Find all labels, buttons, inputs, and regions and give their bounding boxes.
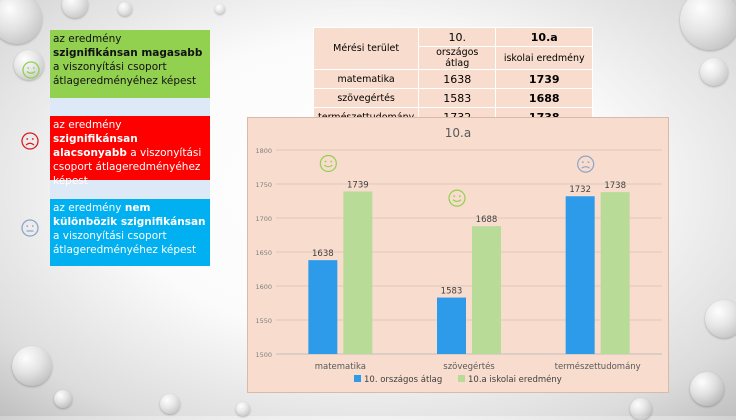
- x-tick-label: szövegértés: [443, 361, 495, 372]
- table-cell-national: 1583: [418, 88, 497, 108]
- water-drop: [62, 0, 88, 18]
- table-header-area: Mérési terület: [312, 27, 420, 70]
- y-tick-label: 1600: [255, 283, 272, 291]
- chart-title: 10.a: [445, 126, 471, 140]
- y-tick-label: 1800: [255, 147, 272, 155]
- legend-spacer: [50, 98, 210, 116]
- smiley-happy-icon-mouth: [323, 164, 333, 168]
- smiley-neutral-icon: [21, 219, 39, 237]
- water-drop: [54, 390, 72, 408]
- bar-chart: 10.a 1500 1550 1600 1650 1700 1750 1800 1638 1739…: [247, 117, 669, 393]
- bar-national: [308, 260, 338, 354]
- smiley-happy-icon-eye: [458, 195, 461, 198]
- legend-text: a viszonyítási csoport átlageredményéhez…: [53, 147, 202, 187]
- table-row: matematika 1638 1739: [312, 69, 594, 89]
- y-tick-label: 1750: [255, 181, 272, 189]
- smiley-happy-icon-eye: [324, 160, 327, 163]
- table-cell-school: 1739: [495, 69, 594, 89]
- data-label: 1583: [441, 287, 463, 297]
- smiley-neutral-icon-mouth: [581, 166, 590, 169]
- table-header-school-line2: iskolai eredmény: [495, 46, 594, 70]
- water-drop: [680, 0, 736, 50]
- legend-significantly-lower: az eredmény szignifikánsan alacsonyabb a…: [50, 116, 210, 187]
- table-row-label: matematika: [312, 69, 420, 89]
- water-drop: [236, 402, 250, 416]
- data-label: 1738: [604, 181, 626, 191]
- water-drop: [690, 372, 724, 406]
- legend-not-different: az eredmény nem különbözik szignifikánsa…: [50, 199, 210, 266]
- data-label: 1739: [347, 180, 369, 190]
- y-tick-label: 1550: [255, 317, 272, 325]
- bar-school: [472, 226, 501, 354]
- water-drop: [700, 58, 728, 86]
- legend-swatch: [354, 375, 361, 382]
- x-tick-label: matematika: [315, 362, 366, 372]
- table-header-national-line2: országos átlag: [418, 46, 497, 70]
- data-label: 1732: [569, 185, 591, 195]
- smiley-happy-icon-eye: [453, 195, 456, 198]
- table-header-national-line1: 10.: [418, 27, 497, 47]
- legend-bold-text: szignifikánsan alacsonyabb: [53, 133, 138, 159]
- y-tick-label: 1700: [255, 215, 272, 223]
- legend-label: 10.a iskolai eredmény: [468, 374, 562, 385]
- results-table: Mérési terület 10. 10.a országos átlag i…: [312, 27, 594, 127]
- smiley-neutral-icon: [577, 155, 595, 173]
- smiley-sad-icon: [21, 132, 39, 150]
- water-drop: [160, 394, 180, 414]
- bar-school: [600, 192, 630, 354]
- water-drop: [215, 4, 225, 14]
- x-tick-label: természettudomány: [555, 361, 641, 372]
- water-drop: [0, 0, 42, 44]
- chart-canvas: 10.a 1500 1550 1600 1650 1700 1750 1800 1638 1739…: [255, 126, 662, 385]
- table-cell-school: 1688: [495, 88, 594, 108]
- legend-significantly-higher: az eredmény szignifikánsan magasabb a vi…: [50, 30, 210, 98]
- table-cell-national: 1638: [418, 69, 497, 89]
- smiley-neutral-icon-eye: [587, 161, 590, 164]
- legend-text: az eredmény: [53, 33, 122, 45]
- legend-bold-text: szignifikánsan magasabb: [53, 47, 203, 59]
- legend-swatch: [458, 375, 465, 382]
- table-row-label: szövegértés: [312, 88, 420, 108]
- legend-text: a viszonyítási csoport átlageredményéhez…: [53, 230, 197, 256]
- water-drop: [630, 398, 652, 420]
- water-drop: [118, 2, 132, 16]
- table-header-school-line1: 10.a: [495, 27, 594, 47]
- water-drop: [12, 346, 52, 386]
- smiley-happy-icon-eye: [330, 160, 333, 163]
- smiley-happy-icon: [448, 189, 466, 207]
- bar-school: [343, 191, 373, 354]
- smiley-happy-icon-mouth: [452, 199, 462, 202]
- legend-spacer: [50, 180, 210, 199]
- y-tick-label: 1650: [255, 249, 272, 257]
- bar-national: [437, 297, 466, 354]
- smiley-happy-icon: [319, 154, 337, 173]
- legend-bold-text: nem különbözik szignifikánsan: [53, 202, 206, 228]
- legend-label: 10. országos átlag: [364, 375, 442, 385]
- water-drop: [705, 300, 736, 338]
- bar-national: [565, 196, 595, 354]
- data-label: 1638: [312, 249, 334, 259]
- legend-text: az eredmény: [53, 119, 122, 131]
- table-row: szövegértés 1583 1688: [312, 88, 594, 108]
- smiley-neutral-icon-eye: [581, 161, 584, 164]
- data-label: 1688: [476, 215, 498, 225]
- legend-text: az eredmény: [53, 202, 125, 214]
- y-tick-label: 1500: [255, 351, 272, 359]
- smiley-happy-icon: [22, 61, 40, 79]
- legend-text: a viszonyítási csoport átlageredményéhez…: [53, 61, 197, 87]
